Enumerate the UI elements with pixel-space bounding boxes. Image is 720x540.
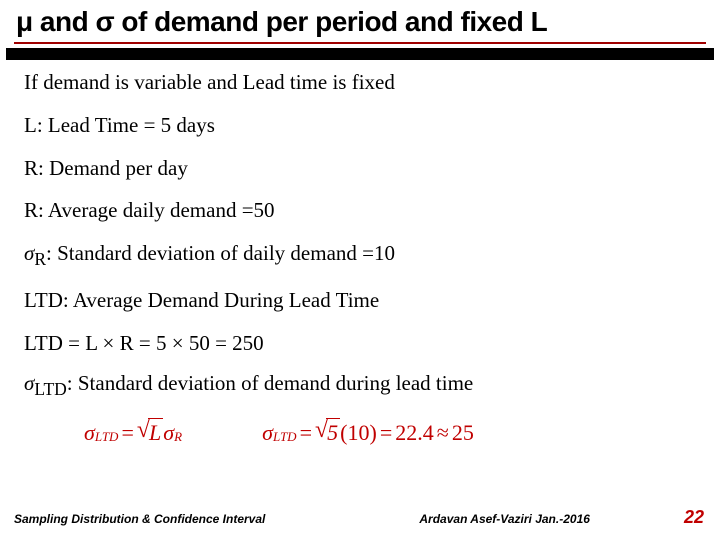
title-underline — [14, 42, 706, 44]
footer-page-number: 22 — [684, 507, 704, 528]
f1-sigma: σ — [84, 420, 95, 446]
f2-radicand: 5 — [326, 418, 340, 447]
f2-sigma: σ — [262, 420, 273, 446]
f2-val2: 25 — [452, 420, 474, 446]
formula-2: σLTD = √ 5 (10) = 22.4 ≈ 25 — [262, 418, 474, 447]
line-5: σR: Standard deviation of daily demand =… — [24, 241, 702, 270]
line-6: LTD: Average Demand During Lead Time — [24, 288, 702, 313]
formula-row: σLTD = √ L σR σLTD = √ 5 (10) = 22.4 ≈ — [24, 418, 702, 447]
f2-eq2: = — [377, 420, 395, 446]
f2-val1: 22.4 — [395, 420, 434, 446]
footer-left: Sampling Distribution & Confidence Inter… — [14, 512, 265, 526]
f1-eq: = — [118, 420, 136, 446]
f2-sqrt: √ 5 — [315, 418, 340, 447]
f2-sub1: LTD — [273, 429, 297, 445]
sigma-symbol: σ — [24, 241, 34, 265]
f2-approx: ≈ — [434, 420, 452, 446]
f1-radicand: L — [148, 418, 163, 447]
formula-1: σLTD = √ L σR — [84, 418, 182, 447]
f1-sigma2: σ — [163, 420, 174, 446]
sigma-symbol-2: σ — [24, 371, 34, 395]
line-8-text: : Standard deviation of demand during le… — [67, 371, 473, 395]
slide-content: If demand is variable and Lead time is f… — [0, 70, 720, 447]
line-3: R: Demand per day — [24, 156, 702, 181]
f1-sub1: LTD — [95, 429, 119, 445]
line-4: R: Average daily demand =50 — [24, 198, 702, 223]
slide-footer: Sampling Distribution & Confidence Inter… — [0, 507, 720, 528]
footer-center: Ardavan Asef-Vaziri Jan.-2016 — [265, 512, 684, 526]
slide-title: μ and σ of demand per period and fixed L — [0, 0, 720, 42]
title-bar — [6, 48, 714, 60]
sigma-sub-ltd: LTD — [34, 380, 66, 400]
line-5-text: : Standard deviation of daily demand =10 — [46, 241, 395, 265]
sigma-sub-r: R — [34, 249, 46, 269]
line-1: If demand is variable and Lead time is f… — [24, 70, 702, 95]
line-8: σLTD: Standard deviation of demand durin… — [24, 371, 702, 400]
line-2: L: Lead Time = 5 days — [24, 113, 702, 138]
f2-eq: = — [297, 420, 315, 446]
f1-sqrt: √ L — [137, 418, 163, 447]
f1-sub2: R — [174, 429, 182, 445]
line-7: LTD = L × R = 5 × 50 = 250 — [24, 331, 702, 356]
f2-paren: (10) — [340, 420, 377, 446]
